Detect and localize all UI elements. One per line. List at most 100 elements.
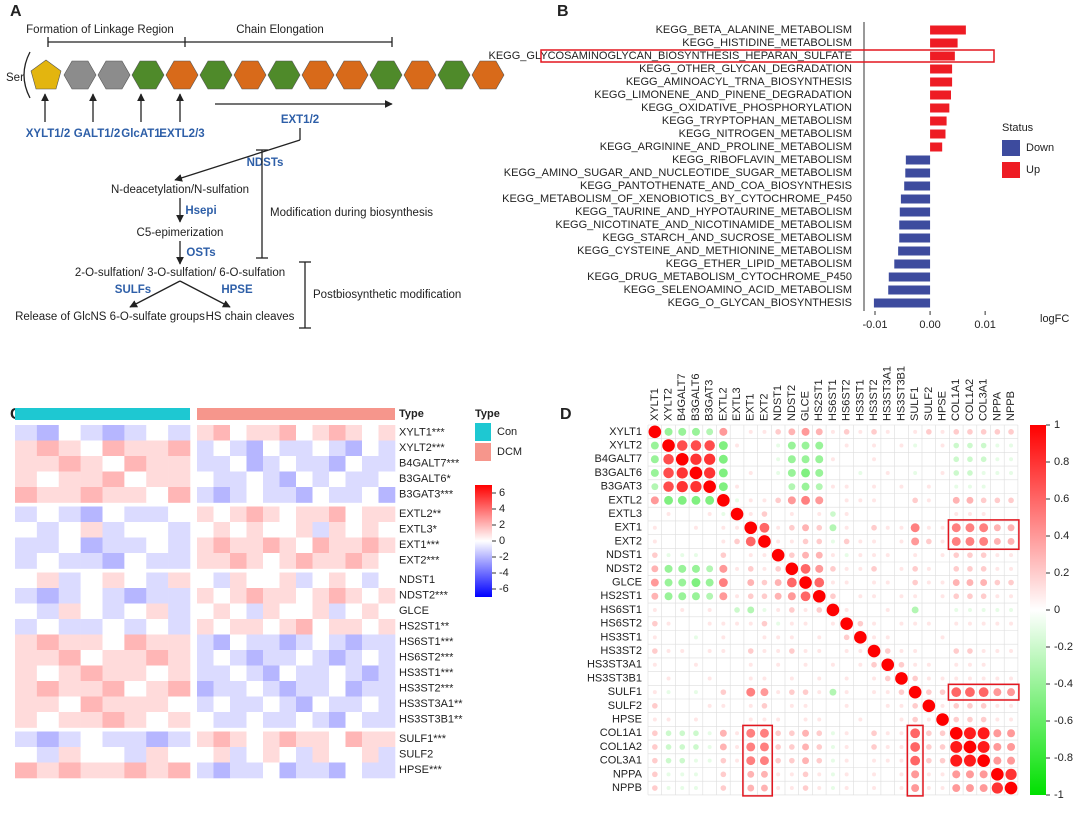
heat-cell — [213, 487, 231, 503]
correlation-dot — [899, 525, 904, 530]
correlation-dot — [799, 576, 812, 589]
correlation-dot — [721, 621, 726, 626]
category-label: KEGG_CYSTEINE_AND_METHIONINE_METABOLISM — [577, 245, 852, 257]
sugar-unit — [471, 60, 505, 90]
row-label: EXTL2 — [608, 494, 642, 506]
correlation-dot — [953, 593, 960, 600]
column-label: HS3ST2 — [868, 379, 880, 421]
correlation-dot — [666, 676, 671, 681]
heat-cell — [312, 681, 330, 697]
correlation-dot — [721, 649, 726, 654]
correlation-dot — [940, 635, 945, 640]
heat-cell — [378, 506, 396, 523]
heat-cell — [168, 619, 191, 635]
correlation-dot — [830, 553, 835, 558]
correlation-dot — [913, 553, 918, 558]
correlation-dot — [939, 730, 946, 737]
column-label: XYLT2 — [662, 388, 674, 421]
correlation-dot — [1007, 688, 1016, 697]
correlation-dot — [940, 772, 945, 777]
heat-cell — [329, 487, 346, 503]
heat-cell — [263, 696, 280, 713]
correlation-dot — [817, 786, 822, 791]
heat-cell — [279, 471, 297, 488]
correlation-dot — [664, 592, 673, 601]
correlation-dot — [746, 742, 756, 752]
correlation-dot — [844, 731, 849, 736]
heat-cell — [80, 762, 103, 779]
correlation-dot — [803, 607, 808, 612]
correlation-dot — [801, 441, 810, 450]
heat-cell — [80, 537, 103, 554]
correlation-dot — [648, 425, 662, 439]
correlation-dot — [951, 523, 961, 533]
correlation-dot — [966, 579, 974, 587]
heat-cell — [230, 650, 247, 666]
heat-cell — [378, 634, 396, 651]
correlation-dot — [858, 594, 863, 599]
heat-cell — [146, 650, 169, 666]
correlation-dot — [707, 731, 712, 736]
category-label: KEGG_LIMONENE_AND_PINENE_DEGRADATION — [594, 89, 852, 101]
correlation-dot — [885, 429, 890, 434]
heat-cell — [329, 696, 346, 713]
heat-cell — [102, 553, 125, 569]
heat-cell — [102, 456, 125, 472]
heat-cell — [263, 747, 280, 763]
column-label: SULF1 — [909, 387, 921, 421]
correlation-dot — [899, 594, 904, 599]
correlation-dot — [746, 756, 756, 766]
correlation-dot — [926, 566, 931, 571]
correlation-dot — [746, 728, 756, 738]
correlation-dot — [745, 536, 756, 547]
row-label: NDST2*** — [399, 590, 449, 602]
heat-cell — [329, 425, 346, 441]
correlation-dot — [789, 512, 794, 517]
correlation-dot — [843, 538, 850, 545]
correlation-dot — [675, 452, 689, 466]
heat-cell — [263, 762, 280, 779]
category-label: KEGG_AMINO_SUGAR_AND_NUCLEOTIDE_SUGAR_ME… — [504, 167, 852, 179]
correlation-dot — [748, 429, 753, 434]
correlation-dot — [844, 498, 849, 503]
correlation-dot — [872, 498, 877, 503]
correlation-dot — [899, 703, 904, 708]
row-label: B3GALT6* — [399, 473, 451, 485]
correlation-dot — [718, 454, 728, 464]
heat-cell — [296, 712, 313, 728]
row-label: EXT1*** — [399, 539, 440, 551]
heat-cell — [230, 506, 247, 523]
heat-cell — [168, 696, 191, 713]
heat-cell — [263, 712, 280, 728]
correlation-dot — [843, 634, 850, 641]
sugar-unit — [267, 60, 301, 90]
step: N-deacetylation/N-sulfation — [111, 184, 249, 196]
heat-cell — [329, 588, 346, 604]
enzyme: OSTs — [186, 247, 215, 259]
correlation-dot — [858, 470, 863, 475]
heat-cell — [36, 553, 60, 569]
correlation-dot — [993, 688, 1002, 697]
heat-cell — [124, 588, 147, 604]
correlation-dot — [995, 717, 1000, 722]
correlation-dot — [830, 621, 835, 626]
arrow — [129, 280, 181, 308]
correlation-dot — [881, 658, 895, 672]
correlation-dot — [926, 717, 931, 722]
correlation-dot — [952, 784, 961, 793]
heat-cell — [15, 681, 38, 697]
correlation-dot — [899, 649, 904, 654]
correlation-dot — [872, 635, 877, 640]
heat-cell — [102, 619, 125, 635]
correlation-dot — [720, 552, 727, 558]
heat-cell — [296, 619, 313, 635]
heat-cell — [102, 696, 125, 713]
heat-cell — [197, 456, 214, 472]
heat-cell — [279, 440, 297, 457]
heat-cell — [296, 665, 313, 682]
correlation-dot — [953, 716, 960, 723]
correlation-dot — [926, 525, 931, 530]
heat-cell — [36, 471, 60, 488]
correlation-dot — [817, 649, 822, 654]
heat-cell — [15, 537, 38, 554]
